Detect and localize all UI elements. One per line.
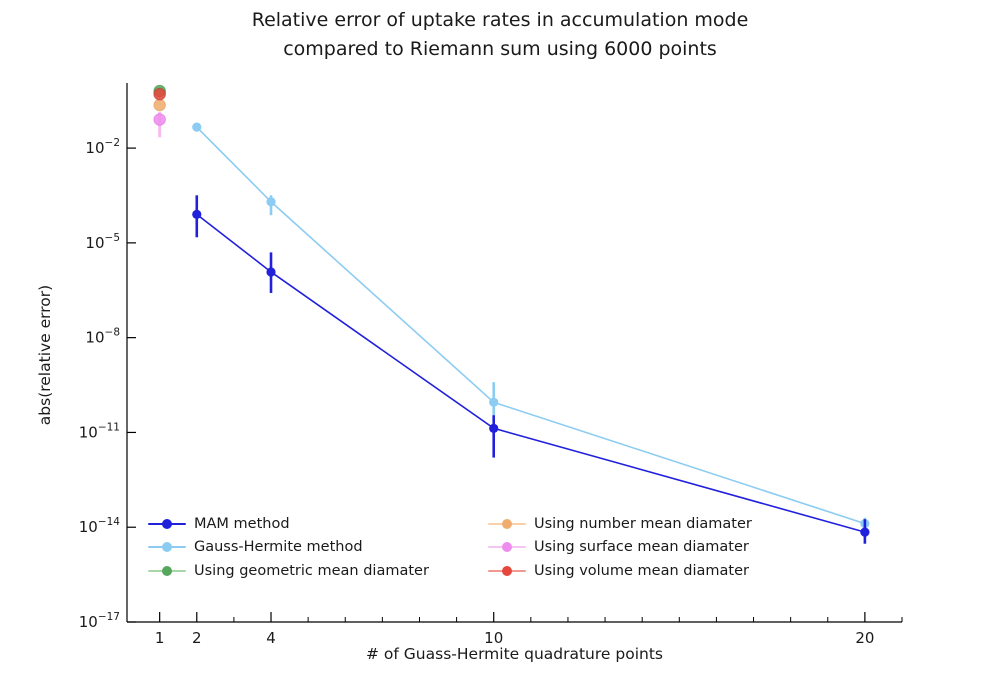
- x-axis-label: # of Guass-Hermite quadrature points: [366, 645, 663, 663]
- data-point: [153, 98, 166, 112]
- data-point: [489, 423, 499, 433]
- legend-label: Using number mean diamater: [534, 515, 752, 532]
- y-tick-label: 10−17: [79, 611, 120, 631]
- legend: MAM method Gauss-Hermite method Using ge…: [148, 512, 752, 583]
- y-tick-label: 10−5: [85, 232, 120, 252]
- legend-marker-line-dot-icon: [148, 517, 186, 531]
- series-line: [196, 126, 866, 525]
- y-tick-label: 10−8: [85, 327, 120, 347]
- x-tick-label: 20: [855, 629, 874, 647]
- legend-item-number-mean: Using number mean diamater: [488, 512, 752, 536]
- legend-marker-line-dot-icon: [488, 540, 526, 554]
- data-point: [192, 122, 202, 132]
- y-tick-label: 10−14: [79, 516, 121, 536]
- x-tick-label: 4: [266, 629, 276, 647]
- legend-label: MAM method: [194, 515, 290, 532]
- legend-item-surface-mean: Using surface mean diamater: [488, 536, 752, 560]
- legend-label: Gauss-Hermite method: [194, 539, 363, 556]
- chart-title: Relative error of uptake rates in accumu…: [0, 6, 1000, 64]
- legend-item-geometric-mean: Using geometric mean diamater: [148, 559, 488, 583]
- legend-item-volume-mean: Using volume mean diamater: [488, 559, 752, 583]
- data-point: [153, 87, 166, 101]
- chart-title-line2: compared to Riemann sum using 6000 point…: [283, 38, 717, 60]
- data-point: [153, 113, 166, 126]
- x-tick-label: 2: [192, 629, 202, 647]
- data-point: [266, 197, 276, 207]
- x-tick-label: 10: [484, 629, 503, 647]
- legend-marker-line-dot-icon: [488, 564, 526, 578]
- y-tick-label: 10−2: [85, 137, 120, 157]
- y-tick-label: 10−11: [79, 421, 120, 441]
- legend-item-gauss-hermite-method: Gauss-Hermite method: [148, 536, 488, 560]
- legend-marker-line-dot-icon: [148, 564, 186, 578]
- legend-label: Using surface mean diamater: [534, 539, 749, 556]
- data-point: [266, 267, 276, 277]
- legend-label: Using volume mean diamater: [534, 562, 749, 579]
- legend-label: Using geometric mean diamater: [194, 562, 429, 579]
- series-line: [196, 213, 866, 533]
- chart-title-line1: Relative error of uptake rates in accumu…: [251, 9, 749, 31]
- data-point: [860, 527, 870, 537]
- legend-marker-line-dot-icon: [148, 540, 186, 554]
- legend-marker-line-dot-icon: [488, 517, 526, 531]
- x-tick-label: 1: [155, 629, 165, 647]
- legend-item-mam-method: MAM method: [148, 512, 488, 536]
- data-point: [192, 209, 202, 219]
- data-point: [489, 397, 499, 407]
